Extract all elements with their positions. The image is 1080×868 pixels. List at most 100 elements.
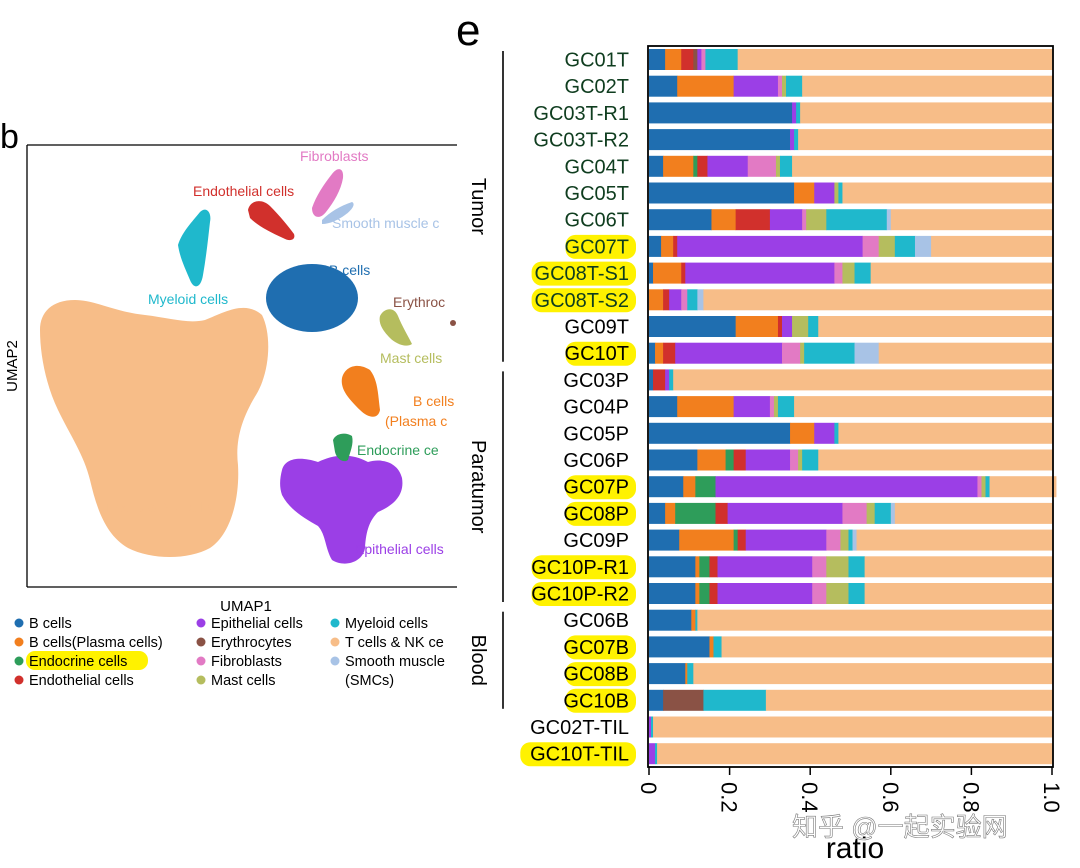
bar-segment (826, 529, 841, 551)
bar-row (649, 209, 1053, 231)
category-label: GC10T-TIL (530, 744, 629, 766)
bar-panel-label: e (456, 6, 480, 55)
bar-segment (733, 75, 779, 97)
bar-segment (663, 689, 704, 711)
bar-segment (697, 49, 702, 70)
bar-row (649, 75, 1053, 97)
bar-segment (838, 182, 843, 204)
x-tick-label: 0.2 (717, 782, 742, 813)
bar-segment (985, 476, 990, 498)
bar-segment (649, 529, 680, 551)
umap-label-smc: Smooth muscle c (332, 215, 439, 231)
bar-segment (790, 129, 795, 151)
legend-label: T cells & NK ce (345, 635, 444, 651)
bar-segment (812, 556, 827, 578)
legend-swatch (330, 618, 340, 628)
legend-swatch (196, 618, 206, 628)
bar-segment (679, 529, 735, 551)
bar-row (649, 476, 1057, 498)
bar-panel: e Tumor Paratumor Blood GC01T GC02T GC03T-R1… (456, 6, 1064, 865)
bar-segment (842, 502, 868, 524)
bar-segment (649, 476, 684, 498)
bar-segment (842, 182, 1053, 204)
bar-segment (663, 155, 694, 177)
bar-segment (649, 422, 791, 444)
bar-row (649, 102, 1053, 124)
category-label: GC06P (563, 450, 629, 472)
x-tick-label: 0 (636, 782, 661, 794)
bar-segment (701, 49, 706, 70)
x-tick-label: 1.0 (1039, 782, 1064, 813)
category-label: GC03T-R2 (533, 130, 629, 152)
bar-segment (989, 476, 1057, 498)
bar-segment (711, 209, 737, 231)
category-label: GC08T-S2 (535, 290, 629, 312)
bar-segment (792, 102, 797, 124)
bar-segment (697, 289, 704, 311)
category-highlight (565, 475, 636, 500)
legend-swatch (330, 656, 340, 666)
bar-xlabel: ratio (826, 832, 884, 865)
bar-segment (661, 235, 674, 257)
legend-swatch (14, 675, 24, 685)
bar-segment (717, 556, 813, 578)
category-label: GC10T (565, 343, 629, 365)
smc-cluster (322, 202, 354, 224)
plasma-cluster (341, 365, 380, 417)
legend-swatch (196, 637, 206, 647)
bar-segment (717, 583, 813, 604)
bar-row (649, 262, 1053, 284)
bar-segment (733, 449, 747, 471)
bar-segment (862, 235, 880, 257)
bar-row (649, 396, 1053, 418)
bar-segment (649, 102, 793, 124)
bar-segment (685, 663, 688, 685)
bar-segment (649, 689, 664, 711)
category-label: GC09T (565, 317, 629, 339)
bar-segment (681, 262, 686, 284)
bar-segment (669, 289, 682, 311)
bar-segment (886, 209, 892, 231)
category-label: GC08B (563, 664, 629, 686)
bar-segment (663, 342, 676, 364)
bar-segment (765, 689, 1053, 711)
bar-segment (707, 155, 749, 177)
group-label: Blood (467, 635, 489, 686)
bar-segment (673, 235, 678, 257)
bar-segment (675, 342, 783, 364)
bar-segment (894, 235, 916, 257)
umap-label-plasma-2: (Plasma c (385, 413, 447, 429)
bar-segment (735, 316, 779, 337)
bar-segment (651, 716, 654, 738)
category-highlight (565, 341, 636, 366)
umap-label-tnk: T cells & NK cells (104, 499, 213, 515)
bar-segment (890, 209, 1053, 231)
legend-label: Fibroblasts (211, 654, 282, 670)
bar-segment (775, 155, 781, 177)
bar-segment (854, 342, 880, 364)
myeloid-cluster (178, 209, 211, 287)
bar-segment (721, 636, 1053, 658)
bar-segment (673, 369, 1053, 391)
bar-row (649, 316, 1053, 337)
bar-segment (687, 663, 694, 685)
umap-ylabel: UMAP2 (4, 340, 21, 392)
category-label: GC04T (565, 156, 629, 178)
bar-segment (675, 502, 716, 524)
category-highlight (531, 288, 636, 313)
legend-swatch (14, 656, 24, 666)
bar-row (649, 502, 1053, 524)
bar-segment (697, 609, 1053, 631)
category-highlight (531, 555, 636, 580)
bar-segment (769, 209, 803, 231)
category-label: GC10P-R2 (531, 584, 629, 606)
bar-row (649, 422, 1053, 444)
bar-segment (794, 396, 1053, 418)
category-label: GC08T-S1 (535, 263, 629, 285)
bar-segment (665, 369, 670, 391)
category-label: GC05T (565, 183, 629, 205)
bar-segment (677, 396, 735, 418)
group-label: Tumor (467, 178, 489, 235)
bar-segment (878, 235, 896, 257)
bar-row (649, 743, 1053, 765)
